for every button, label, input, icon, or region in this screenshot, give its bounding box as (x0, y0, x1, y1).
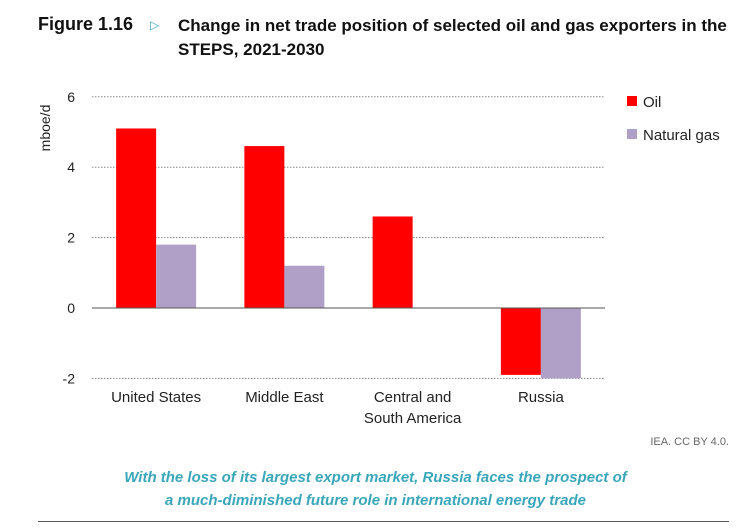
caption-line: With the loss of its largest export mark… (124, 469, 627, 486)
source-note: IEA. CC BY 4.0. (650, 436, 729, 448)
legend-swatch (627, 96, 637, 106)
x-tick-label: Central and (374, 389, 452, 406)
y-tick-label: 6 (67, 89, 75, 105)
bar-natural-gas (540, 308, 581, 379)
x-tick-label: South America (364, 410, 462, 427)
legend-swatch (627, 129, 637, 139)
y-tick-label: 0 (67, 300, 75, 316)
bar-natural-gas (156, 244, 197, 308)
legend-label: Oil (643, 94, 661, 111)
caption: With the loss of its largest export mark… (0, 466, 751, 512)
bar-natural-gas (284, 265, 325, 308)
x-tick-label: United States (111, 389, 201, 406)
y-tick-label: 2 (67, 230, 75, 246)
chart: -2 0 2 4 6 mboe/d United States Middle East Cent… (37, 89, 720, 427)
y-tick-label: 4 (67, 159, 75, 175)
legend-label: Natural gas (643, 127, 720, 144)
figure-label: Figure 1.16 (38, 14, 134, 34)
bar-oil (116, 128, 157, 308)
chart-title: Change in net trade position of selected… (178, 16, 727, 59)
caption-line: a much-diminished future role in interna… (165, 492, 586, 509)
divider (38, 521, 729, 522)
bar-oil (372, 216, 413, 308)
triangle-icon: ▷ (150, 18, 160, 32)
bar-oil (244, 146, 285, 308)
y-tick-label: -2 (63, 370, 76, 386)
x-tick-label: Middle East (245, 389, 324, 406)
bar-oil (500, 308, 541, 375)
y-axis-label: mboe/d (37, 105, 53, 152)
x-tick-label: Russia (518, 389, 565, 406)
